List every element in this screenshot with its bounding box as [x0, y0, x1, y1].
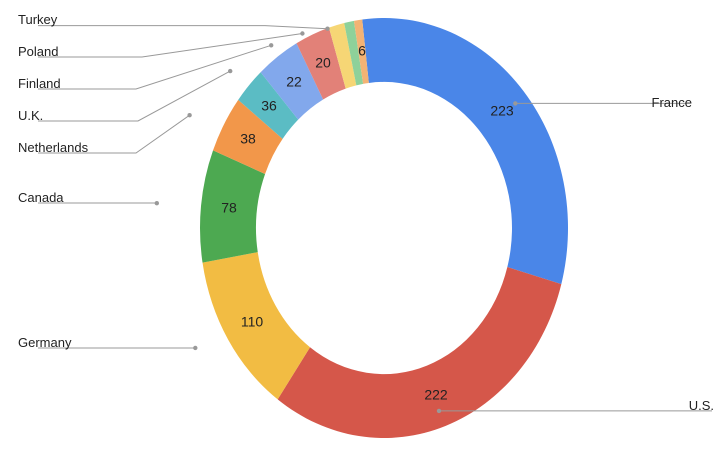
svg-text:22: 22: [286, 74, 302, 90]
svg-text:78: 78: [221, 200, 237, 216]
svg-text:6: 6: [358, 43, 366, 59]
svg-text:38: 38: [240, 131, 256, 147]
svg-text:20: 20: [315, 55, 331, 71]
svg-text:36: 36: [261, 98, 277, 114]
svg-text:223: 223: [490, 103, 514, 119]
svg-text:222: 222: [424, 387, 448, 403]
svg-text:110: 110: [241, 314, 264, 330]
